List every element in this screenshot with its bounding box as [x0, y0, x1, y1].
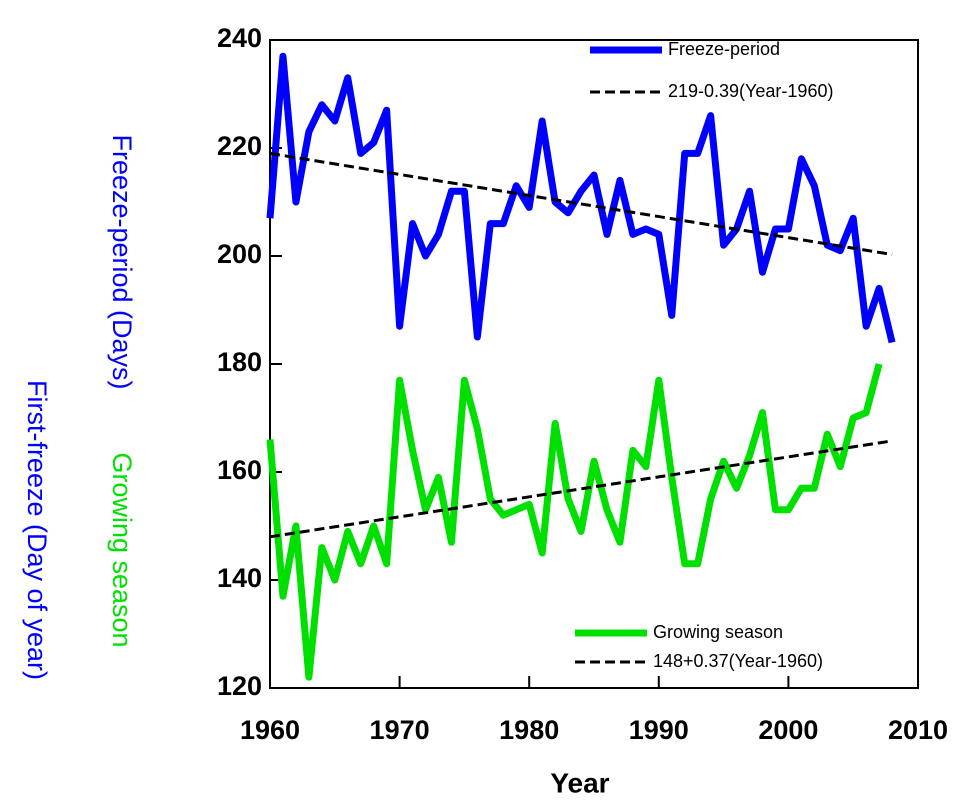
y-axis-title: Freeze-period (Days) [107, 134, 137, 389]
x-tick-label: 1970 [370, 715, 430, 745]
x-tick-label: 1980 [499, 715, 559, 745]
series-line [269, 151, 893, 256]
y-axis-title: Growing season [107, 452, 137, 647]
legend-label: Growing season [653, 622, 783, 642]
y-tick-label: 200 [217, 239, 262, 269]
x-axis-title: Year [550, 767, 609, 798]
y-tick-label: 140 [217, 563, 262, 593]
x-tick-label: 2010 [888, 715, 948, 745]
y-tick-label: 240 [217, 23, 262, 53]
plot-frame [269, 39, 919, 689]
x-tick-label: 2000 [758, 715, 818, 745]
x-tick-label: 1990 [629, 715, 689, 745]
legend-label: 148+0.37(Year-1960) [653, 651, 823, 671]
y-tick-label: 180 [217, 347, 262, 377]
x-tick-label: 1960 [240, 715, 300, 745]
y-tick-label: 120 [217, 671, 262, 701]
legend-label: Freeze-period [668, 39, 780, 59]
y-tick-label: 160 [217, 455, 262, 485]
legend-label: 219-0.39(Year-1960) [668, 81, 833, 101]
series-line [266, 52, 896, 344]
series-line [266, 363, 883, 681]
y-tick-label: 220 [217, 131, 262, 161]
y-axis-title: First-freeze (Day of year) [22, 380, 52, 680]
